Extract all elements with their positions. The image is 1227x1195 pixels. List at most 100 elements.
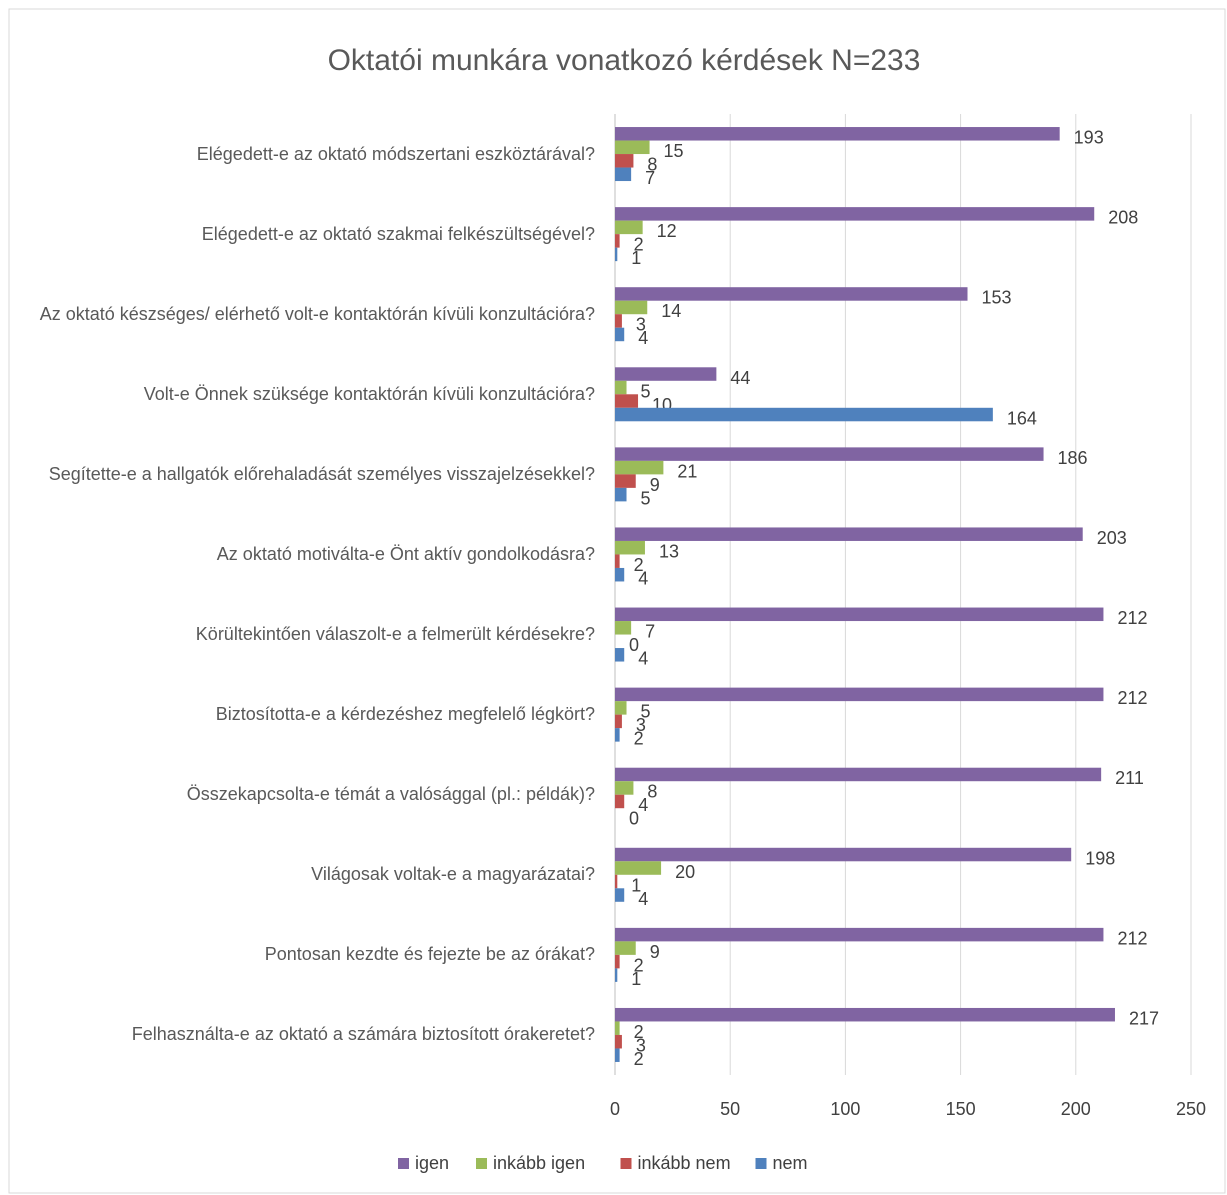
bar <box>615 1048 620 1062</box>
category-label: Pontosan kezdte és fejezte be az órákat? <box>264 944 595 965</box>
data-label: 13 <box>659 541 679 561</box>
data-label: 3 <box>636 715 646 735</box>
data-label: 2 <box>634 555 644 575</box>
data-label: 21 <box>677 461 697 481</box>
x-tick-label: 0 <box>610 1099 620 1119</box>
bar <box>615 140 650 155</box>
bar <box>615 327 625 342</box>
bar <box>615 1007 1115 1022</box>
data-label: 212 <box>1117 688 1147 708</box>
data-label: 3 <box>636 315 646 335</box>
data-label: 217 <box>1129 1008 1159 1028</box>
data-label: 208 <box>1108 208 1138 228</box>
data-label: 15 <box>664 141 684 161</box>
bar <box>615 407 993 422</box>
bar <box>615 127 1060 141</box>
chart-border <box>8 8 1226 1194</box>
data-label: 0 <box>629 809 639 829</box>
data-label: 2 <box>634 1022 644 1042</box>
legend-swatch <box>755 1158 767 1169</box>
bar <box>615 247 618 262</box>
legend-swatch <box>398 1158 409 1169</box>
bar <box>615 648 625 662</box>
bar <box>615 287 968 301</box>
chart-title: Oktatói munkára vonatkozó kérdések N=233 <box>328 44 921 77</box>
bar <box>615 888 625 902</box>
bar <box>615 607 1104 622</box>
data-label: 1 <box>631 248 641 268</box>
data-label: 4 <box>638 889 648 909</box>
category-label: Volt-e Önnek szüksége kontaktórán kívüli… <box>143 383 595 404</box>
data-label: 20 <box>675 862 695 882</box>
x-tick-label: 100 <box>830 1099 860 1119</box>
data-label: 0 <box>629 635 639 655</box>
data-label: 5 <box>641 381 651 401</box>
bar <box>615 874 618 889</box>
data-label: 7 <box>645 622 655 642</box>
bar <box>615 687 1104 702</box>
category-label: Felhasználta-e az oktató a számára bizto… <box>131 1024 595 1045</box>
category-label: Elégedett-e az oktató módszertani eszköz… <box>196 143 595 164</box>
data-label: 186 <box>1058 448 1088 468</box>
legend-label: igen <box>415 1153 449 1173</box>
data-label: 8 <box>647 155 657 175</box>
data-label: 3 <box>636 1035 646 1055</box>
bar <box>615 527 1083 541</box>
bar <box>615 234 620 248</box>
data-label: 193 <box>1074 128 1104 148</box>
bar <box>615 1034 622 1049</box>
bar <box>615 927 1104 942</box>
bar <box>615 447 1044 461</box>
data-label: 44 <box>730 368 750 388</box>
category-label: Világosak voltak-e a magyarázatai? <box>311 864 595 885</box>
x-tick-label: 150 <box>946 1099 976 1119</box>
bar <box>615 314 622 328</box>
x-tick-label: 50 <box>720 1099 740 1119</box>
data-label: 5 <box>641 488 651 508</box>
data-label: 4 <box>638 649 648 669</box>
category-label: Összekapcsolta-e témát a valósággal (pl.… <box>186 784 595 805</box>
data-label: 1 <box>631 969 641 989</box>
bar <box>615 728 620 742</box>
bar <box>615 954 620 969</box>
x-tick-label: 200 <box>1061 1099 1091 1119</box>
data-label: 164 <box>1007 408 1037 428</box>
bar <box>615 474 636 488</box>
data-label: 212 <box>1117 608 1147 628</box>
data-label: 4 <box>638 568 648 588</box>
legend-swatch <box>620 1158 632 1169</box>
bar <box>615 367 717 381</box>
category-label: Az oktató motiválta-e Önt aktív gondolko… <box>216 543 595 564</box>
category-label: Segítette-e a hallgatók előrehaladását s… <box>48 463 595 484</box>
bar <box>615 220 643 235</box>
data-label: 2 <box>634 235 644 255</box>
data-label: 2 <box>634 1049 644 1069</box>
bar <box>615 767 1102 782</box>
category-label: Elégedett-e az oktató szakmai felkészült… <box>201 223 595 244</box>
category-label: Az oktató készséges/ elérhető volt-e kon… <box>39 303 595 324</box>
data-label: 5 <box>641 702 651 722</box>
data-label: 9 <box>650 475 660 495</box>
legend-label: nem <box>773 1153 808 1173</box>
bar <box>615 167 632 182</box>
bar <box>615 207 1095 221</box>
bar <box>615 941 636 955</box>
data-label: 211 <box>1115 768 1144 788</box>
x-tick-label: 250 <box>1176 1099 1206 1119</box>
data-label: 2 <box>634 955 644 975</box>
category-label: Biztosította-e a kérdezéshez megfelelő l… <box>215 704 595 725</box>
data-label: 198 <box>1085 848 1115 868</box>
bar <box>615 794 625 809</box>
bar <box>615 847 1072 862</box>
bar <box>615 567 625 582</box>
legend-swatch <box>476 1158 487 1169</box>
data-label: 12 <box>657 221 677 241</box>
data-label: 212 <box>1117 928 1147 948</box>
bar <box>615 861 662 875</box>
bar <box>615 701 627 715</box>
bar <box>615 487 627 502</box>
category-label: Körültekintően válaszolt-e a felmerült k… <box>195 624 595 645</box>
bar <box>615 460 664 475</box>
